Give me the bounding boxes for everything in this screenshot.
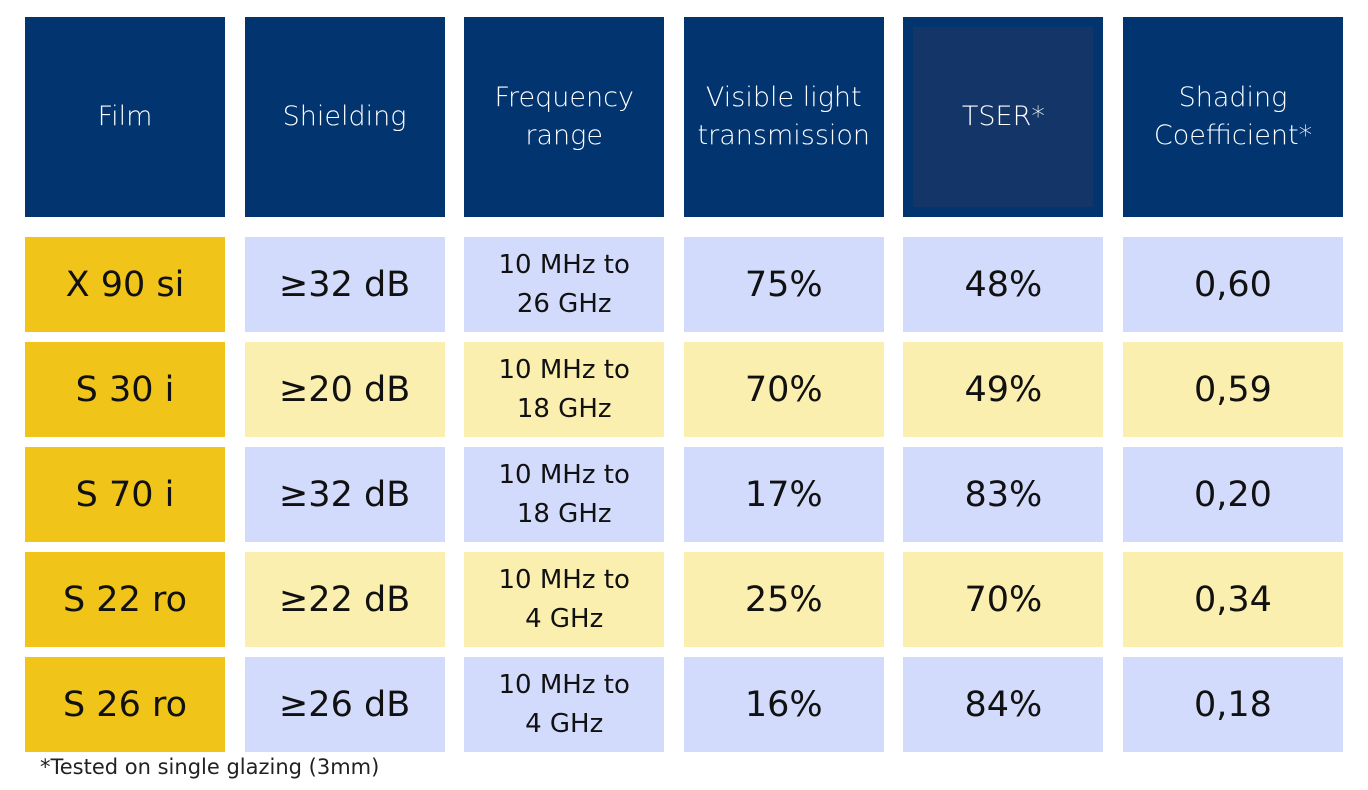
- footnote: *Tested on single glazing (3mm): [40, 755, 380, 779]
- cell-shielding: ≥26 dB: [244, 657, 445, 752]
- cell-shading-coefficient: 0,34: [1122, 552, 1343, 647]
- cell-shielding: ≥22 dB: [244, 552, 445, 647]
- cell-visible-light-transmission: 16%: [683, 657, 884, 752]
- header-shielding: Shielding: [244, 17, 445, 217]
- header-film: Film: [25, 17, 225, 217]
- cell-tser: 70%: [903, 552, 1104, 647]
- header-frequency-range: Frequency range: [464, 17, 665, 217]
- cell-frequency-range: 10 MHz to 18 GHz: [464, 447, 665, 542]
- film-comparison-table: Film Shielding Frequency range Visible ligh…: [25, 17, 1343, 762]
- cell-shielding: ≥32 dB: [244, 237, 445, 332]
- cell-shielding: ≥32 dB: [244, 447, 445, 542]
- header-shading-coefficient: Shading Coefficient*: [1122, 17, 1343, 217]
- cell-shading-coefficient: 0,59: [1122, 342, 1343, 437]
- cell-shielding: ≥20 dB: [244, 342, 445, 437]
- cell-film: X 90 si: [25, 237, 225, 332]
- cell-frequency-range: 10 MHz to 4 GHz: [464, 657, 665, 752]
- cell-visible-light-transmission: 75%: [683, 237, 884, 332]
- cell-frequency-range: 10 MHz to 18 GHz: [464, 342, 665, 437]
- cell-shading-coefficient: 0,20: [1122, 447, 1343, 542]
- cell-visible-light-transmission: 17%: [683, 447, 884, 542]
- cell-tser: 48%: [903, 237, 1104, 332]
- cell-visible-light-transmission: 25%: [683, 552, 884, 647]
- cell-tser: 83%: [903, 447, 1104, 542]
- cell-tser: 49%: [903, 342, 1104, 437]
- cell-shading-coefficient: 0,18: [1122, 657, 1343, 752]
- cell-film: S 22 ro: [25, 552, 225, 647]
- cell-shading-coefficient: 0,60: [1122, 237, 1343, 332]
- cell-tser: 84%: [903, 657, 1104, 752]
- cell-frequency-range: 10 MHz to 4 GHz: [464, 552, 665, 647]
- cell-film: S 30 i: [25, 342, 225, 437]
- header-visible-light-transmission: Visible light transmission: [683, 17, 884, 217]
- cell-film: S 26 ro: [25, 657, 225, 752]
- cell-visible-light-transmission: 70%: [683, 342, 884, 437]
- cell-frequency-range: 10 MHz to 26 GHz: [464, 237, 665, 332]
- header-tser: TSER*: [903, 17, 1104, 217]
- cell-film: S 70 i: [25, 447, 225, 542]
